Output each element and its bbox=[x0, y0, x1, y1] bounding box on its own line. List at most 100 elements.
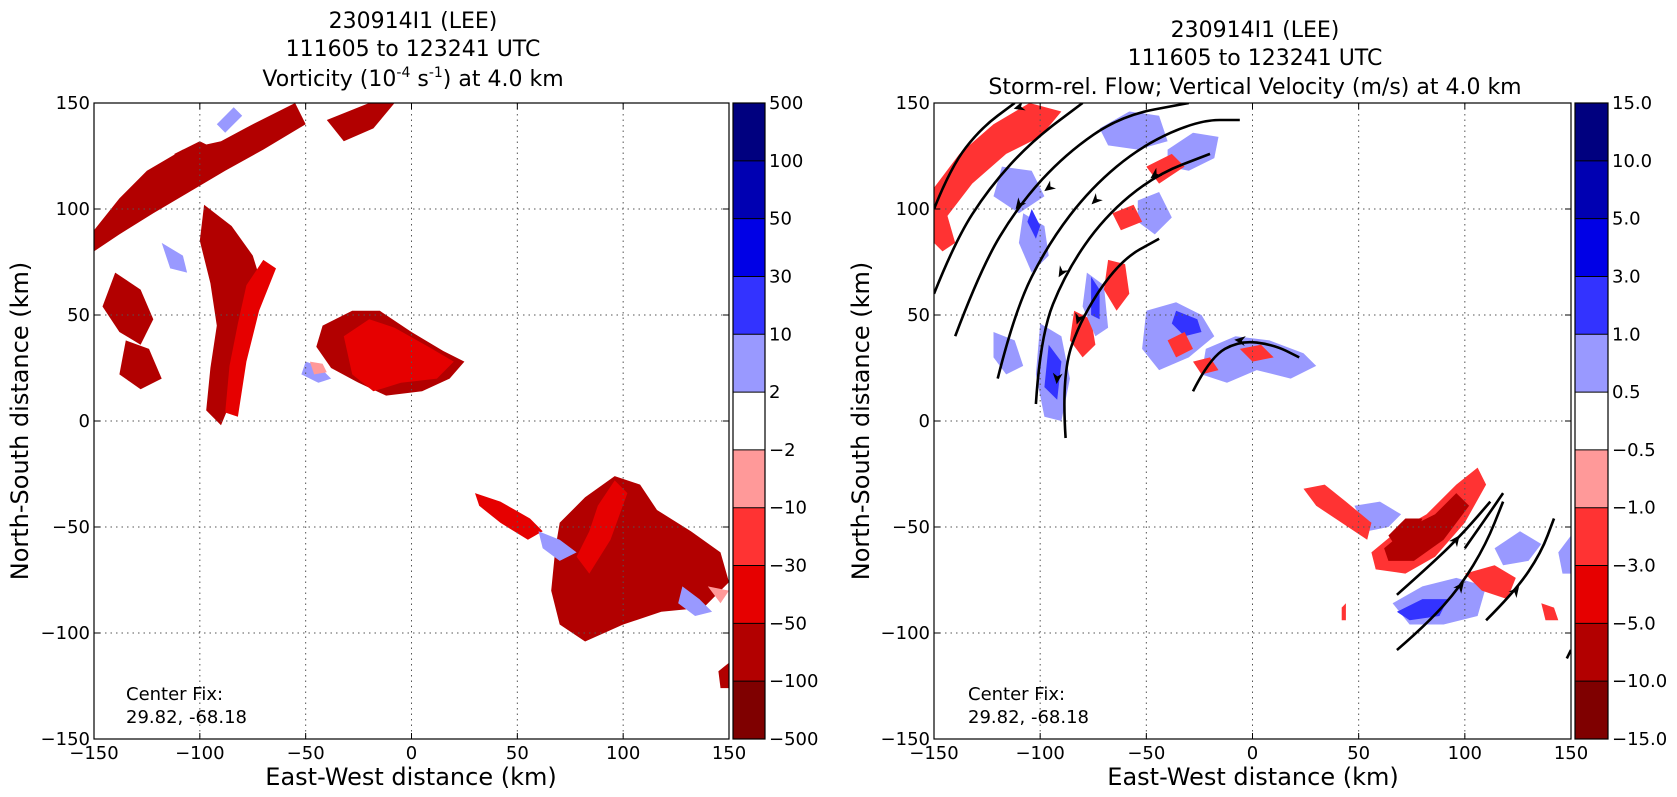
streamline bbox=[1463, 492, 1505, 549]
contour-region bbox=[326, 103, 395, 142]
y-tick-label: −50 bbox=[52, 517, 90, 538]
colorbar-segment bbox=[733, 392, 765, 450]
x-tick-label: −50 bbox=[287, 743, 325, 764]
contour-region bbox=[1167, 332, 1193, 358]
x-tick-label: 0 bbox=[406, 743, 417, 764]
panel2-colorbar: 15.0 10.0 5.0 3.0 1.0 0.5 −0.5 −1.0 −3.0 −5.0 −10.… bbox=[1574, 93, 1667, 750]
colorbar-tick-label: 30 bbox=[769, 266, 792, 287]
panel1-title-line2: 111605 to 123241 UTC bbox=[286, 37, 541, 62]
y-tick-label: 100 bbox=[896, 199, 930, 220]
colorbar-tick-label: 2 bbox=[769, 382, 780, 403]
colorbar-segment bbox=[733, 218, 765, 277]
contour-region bbox=[1239, 344, 1274, 362]
panel2-ticks: −150 −100 −50 0 50 100 150 −150 −100 −50 0 50 100 150 bbox=[881, 93, 1589, 764]
streamline-arrowhead bbox=[1091, 193, 1103, 205]
panel1-ticks: −150 −100 −50 0 50 100 150 −150 −100 −50 0 50 100 150 bbox=[41, 93, 747, 764]
vertical-velocity-panel: 230914I1 (LEE) 111605 to 123241 UTC Stor… bbox=[847, 18, 1667, 791]
panel2-grid bbox=[934, 103, 1571, 739]
y-tick-label: 100 bbox=[56, 199, 90, 220]
colorbar-tick-label: 3.0 bbox=[1612, 266, 1641, 287]
contour-region bbox=[1069, 310, 1096, 358]
panel2-contours bbox=[934, 103, 1571, 625]
contour-region bbox=[576, 480, 628, 574]
contour-region bbox=[1303, 484, 1372, 540]
streamline-arrowhead bbox=[1044, 180, 1056, 192]
x-tick-label: −100 bbox=[175, 743, 224, 764]
colorbar-segment bbox=[1575, 449, 1608, 508]
contour-region bbox=[1558, 535, 1571, 574]
y-tick-label: 0 bbox=[919, 411, 930, 432]
colorbar-tick-label: 500 bbox=[769, 93, 803, 114]
vorticity-panel: 230914I1 (LEE) 111605 to 123241 UTC Vort… bbox=[6, 9, 818, 791]
colorbar-segment bbox=[733, 565, 765, 624]
panel1-annotation-line2: 29.82, -68.18 bbox=[126, 707, 247, 728]
y-tick-label: 50 bbox=[907, 305, 930, 326]
colorbar-segment bbox=[1575, 218, 1608, 277]
streamline bbox=[953, 103, 1190, 337]
contour-region bbox=[707, 586, 729, 604]
streamline bbox=[934, 103, 1016, 210]
panel1-subtitle-post: ) at 4.0 km bbox=[443, 67, 564, 92]
contour-region bbox=[1171, 310, 1202, 337]
panel2-annotation-line2: 29.82, -68.18 bbox=[968, 707, 1089, 728]
colorbar-frame bbox=[1574, 102, 1609, 740]
streamline-arrowhead bbox=[1449, 535, 1460, 548]
panel1-subtitle-mid: s bbox=[410, 67, 428, 92]
contour-region bbox=[475, 493, 543, 540]
streamline bbox=[1396, 500, 1492, 596]
panel1-contours bbox=[94, 103, 729, 689]
colorbar-tick-label: −1.0 bbox=[1612, 498, 1656, 519]
colorbar-segment bbox=[733, 160, 765, 219]
colorbar-segment bbox=[1575, 623, 1608, 682]
colorbar-tick-label: 10 bbox=[769, 324, 792, 345]
contour-region bbox=[1464, 565, 1516, 600]
streamline-arrowhead bbox=[1508, 586, 1520, 598]
y-tick-label: −150 bbox=[41, 729, 90, 750]
colorbar-tick-label: −50 bbox=[769, 613, 807, 634]
colorbar-tick-label: −100 bbox=[769, 671, 818, 692]
x-tick-label: 150 bbox=[1554, 743, 1588, 764]
panel1-colorbar: 500 100 50 30 10 2 −2 −10 −30 −50 −100 −500 bbox=[732, 93, 818, 750]
panel1-grid bbox=[94, 103, 729, 739]
streamline-arrowhead bbox=[1058, 265, 1069, 278]
colorbar-tick-label: 15.0 bbox=[1612, 93, 1652, 114]
panel1-subtitle-pre: Vorticity (10 bbox=[262, 67, 396, 92]
colorbar-tick-label: −10.0 bbox=[1612, 671, 1667, 692]
panel1-subtitle-sup2: -1 bbox=[429, 65, 443, 81]
y-tick-label: 150 bbox=[56, 93, 90, 114]
contour-region bbox=[1541, 603, 1559, 621]
contour-region bbox=[1167, 132, 1219, 171]
colorbar-tick-label: 0.5 bbox=[1612, 382, 1641, 403]
colorbar-tick-label: −500 bbox=[769, 729, 818, 750]
colorbar-segment bbox=[1575, 565, 1608, 624]
colorbar-segment bbox=[733, 681, 765, 739]
streamline bbox=[1565, 649, 1571, 659]
contour-region bbox=[102, 272, 154, 345]
contour-region bbox=[1341, 603, 1346, 621]
colorbar-segment bbox=[733, 449, 765, 508]
streamline bbox=[1485, 518, 1556, 622]
x-tick-label: 100 bbox=[1448, 743, 1482, 764]
contour-region bbox=[934, 204, 956, 252]
panel2-ylabel: North-South distance (km) bbox=[847, 262, 875, 581]
contour-region bbox=[718, 662, 729, 689]
y-tick-label: −100 bbox=[41, 623, 90, 644]
colorbar-tick-label: −30 bbox=[769, 556, 807, 577]
panel2-title-line3: Storm-rel. Flow; Vertical Velocity (m/s)… bbox=[988, 75, 1521, 100]
panel2-xlabel: East-West distance (km) bbox=[1107, 763, 1398, 791]
colorbar-tick-label: 100 bbox=[769, 151, 803, 172]
contour-region bbox=[1494, 531, 1542, 566]
streamline bbox=[934, 103, 1084, 295]
colorbar-segment bbox=[1575, 103, 1608, 161]
contour-region bbox=[678, 586, 713, 616]
y-tick-label: 0 bbox=[79, 411, 90, 432]
x-tick-label: −50 bbox=[1127, 743, 1165, 764]
contour-region bbox=[161, 242, 188, 273]
streamline-arrowhead bbox=[1015, 197, 1027, 210]
streamline-arrowhead bbox=[1453, 582, 1464, 594]
colorbar-tick-label: −3.0 bbox=[1612, 556, 1656, 577]
colorbar-segment bbox=[733, 623, 765, 682]
colorbar-tick-label: 50 bbox=[769, 209, 792, 230]
panel2-title-line1: 230914I1 (LEE) bbox=[1171, 18, 1340, 43]
colorbar-tick-label: −10 bbox=[769, 498, 807, 519]
